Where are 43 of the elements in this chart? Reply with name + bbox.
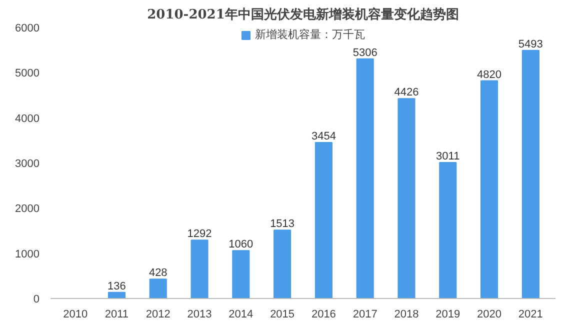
- bar: [314, 142, 332, 298]
- data-label: 3454: [311, 130, 336, 142]
- x-tick-label: 2013: [187, 308, 212, 320]
- y-tick-label: 0: [33, 294, 40, 306]
- y-tick-label: 1000: [15, 248, 40, 260]
- x-tick-label: 2019: [436, 308, 460, 320]
- x-tick-label: 2012: [146, 308, 170, 320]
- data-label: 5493: [518, 38, 543, 50]
- bar: [439, 162, 457, 298]
- bar: [274, 230, 292, 298]
- legend-label: 新增装机容量：万千瓦: [255, 28, 365, 42]
- chart-title: 2010-2021年中国光伏发电新增装机容量变化趋势图: [147, 6, 459, 22]
- y-tick-label: 2000: [15, 203, 40, 216]
- bar: [190, 240, 208, 298]
- y-tick-label: 6000: [15, 22, 40, 34]
- data-label: 1060: [228, 238, 254, 251]
- bar: [480, 80, 498, 298]
- x-tick-label: 2011: [104, 308, 129, 320]
- bar: [232, 250, 250, 298]
- x-tick-label: 2010: [63, 308, 88, 320]
- x-tick-label: 2021: [518, 308, 543, 320]
- y-tick-label: 5000: [15, 68, 40, 80]
- y-tick-label: 4000: [15, 112, 40, 125]
- data-label: 5306: [352, 46, 378, 59]
- x-tick-label: 2020: [477, 308, 502, 320]
- data-label: 136: [108, 280, 126, 292]
- data-label: 1513: [270, 218, 295, 230]
- bar: [398, 98, 416, 298]
- data-label: 1292: [187, 228, 212, 240]
- y-tick-label: 3000: [15, 158, 40, 170]
- data-label: 3011: [436, 150, 460, 163]
- bar: [356, 58, 374, 298]
- data-label: 4820: [477, 68, 502, 81]
- x-tick-label: 2016: [311, 308, 336, 320]
- bar: [522, 50, 540, 298]
- bar: [149, 278, 167, 298]
- data-label: 4426: [394, 86, 419, 99]
- data-label: 428: [148, 267, 168, 280]
- x-tick-label: 2017: [352, 308, 378, 320]
- x-tick-label: 2018: [394, 308, 419, 320]
- bar: [108, 292, 126, 298]
- x-tick-label: 2015: [270, 308, 295, 320]
- x-tick-label: 2014: [228, 308, 254, 320]
